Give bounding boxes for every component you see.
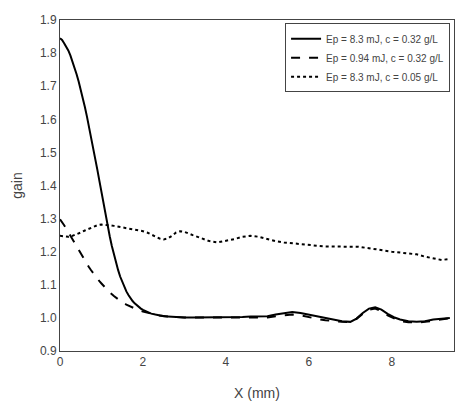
svg-text:Ep = 0.94 mJ, c = 0.32 g/L: Ep = 0.94 mJ, c = 0.32 g/L xyxy=(326,53,444,64)
svg-text:1.8: 1.8 xyxy=(40,46,57,60)
svg-text:2: 2 xyxy=(140,355,147,369)
svg-text:1.3: 1.3 xyxy=(40,212,57,226)
svg-text:Ep = 8.3 mJ, c = 0.05 g/L: Ep = 8.3 mJ, c = 0.05 g/L xyxy=(326,72,438,83)
svg-text:1.0: 1.0 xyxy=(40,311,57,325)
svg-text:gain: gain xyxy=(9,172,25,198)
svg-text:8: 8 xyxy=(388,355,395,369)
svg-text:Ep = 8.3 mJ, c = 0.32 g/L: Ep = 8.3 mJ, c = 0.32 g/L xyxy=(326,34,438,45)
svg-text:X (mm): X (mm) xyxy=(234,385,280,401)
svg-text:6: 6 xyxy=(305,355,312,369)
svg-text:4: 4 xyxy=(223,355,230,369)
svg-text:0.9: 0.9 xyxy=(40,344,57,358)
svg-text:0: 0 xyxy=(57,355,64,369)
svg-text:1.9: 1.9 xyxy=(40,13,57,27)
svg-text:1.1: 1.1 xyxy=(40,278,57,292)
svg-text:1.4: 1.4 xyxy=(40,179,57,193)
svg-text:1.6: 1.6 xyxy=(40,113,57,127)
svg-text:1.2: 1.2 xyxy=(40,245,57,259)
svg-text:1.7: 1.7 xyxy=(40,79,57,93)
svg-text:1.5: 1.5 xyxy=(40,146,57,160)
